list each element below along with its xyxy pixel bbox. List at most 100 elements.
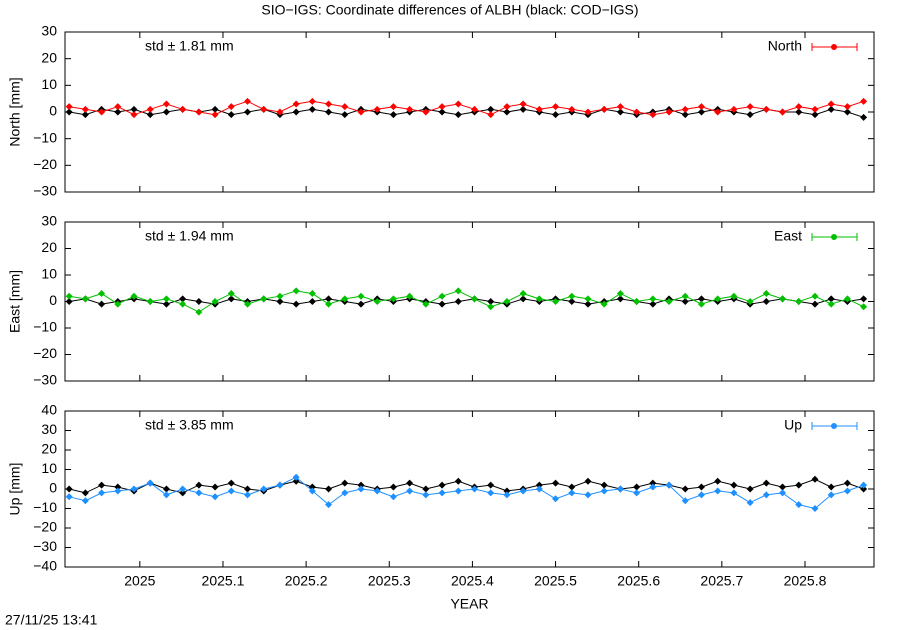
- point: [697, 295, 705, 303]
- point: [244, 300, 252, 308]
- point: [292, 300, 300, 308]
- point: [568, 483, 576, 491]
- point: [552, 495, 560, 503]
- point: [292, 108, 300, 116]
- point: [649, 295, 657, 303]
- point: [811, 111, 819, 119]
- y-tick-label: 0: [49, 480, 57, 496]
- point: [746, 485, 754, 493]
- point: [795, 298, 803, 305]
- point: [746, 103, 754, 111]
- point: [325, 100, 333, 108]
- timestamp: 27/11/25 13:41: [5, 612, 98, 628]
- point: [98, 300, 106, 308]
- plot-frame: [64, 31, 875, 193]
- series-line: [69, 476, 864, 510]
- point: [98, 489, 106, 497]
- point: [244, 108, 252, 116]
- point: [633, 298, 641, 305]
- point: [665, 298, 673, 305]
- point: [341, 479, 349, 487]
- point: [195, 298, 203, 305]
- point: [81, 497, 89, 505]
- point: [357, 292, 365, 300]
- point: [762, 491, 770, 499]
- point: [762, 479, 770, 487]
- point: [325, 295, 333, 303]
- point: [616, 295, 624, 303]
- y-tick-label: −20: [33, 156, 57, 172]
- point: [195, 489, 203, 497]
- point: [584, 108, 592, 116]
- y-tick-label: 20: [41, 239, 57, 255]
- point: [292, 477, 300, 485]
- point: [65, 493, 73, 501]
- point: [341, 103, 349, 111]
- point: [535, 295, 543, 303]
- point: [584, 491, 592, 499]
- point: [649, 483, 657, 491]
- point: [843, 108, 851, 116]
- point: [697, 491, 705, 499]
- point: [730, 481, 738, 489]
- x-tick-label: 2025.6: [617, 573, 660, 589]
- point: [616, 108, 624, 116]
- point: [681, 298, 689, 305]
- point: [406, 487, 414, 495]
- point: [211, 298, 219, 305]
- point: [308, 298, 316, 305]
- point: [827, 491, 835, 499]
- point: [681, 485, 689, 493]
- point: [308, 97, 316, 105]
- point: [519, 105, 527, 113]
- point: [438, 489, 446, 497]
- point: [65, 103, 73, 111]
- point: [179, 295, 187, 303]
- point: [470, 485, 478, 493]
- point: [487, 298, 495, 305]
- point: [454, 100, 462, 108]
- point: [114, 108, 122, 116]
- point: [146, 105, 154, 113]
- point: [211, 105, 219, 113]
- point: [519, 295, 527, 303]
- point: [681, 105, 689, 113]
- point: [179, 485, 187, 493]
- point: [779, 295, 787, 303]
- point: [389, 103, 397, 111]
- point: [746, 111, 754, 119]
- point: [389, 483, 397, 491]
- point: [730, 489, 738, 497]
- point: [260, 105, 268, 113]
- point: [276, 108, 284, 116]
- point: [697, 103, 705, 111]
- point: [616, 485, 624, 493]
- point: [779, 108, 787, 116]
- point: [292, 287, 300, 295]
- x-tick-label: 2025.5: [534, 573, 577, 589]
- annotation: std ± 3.85 mm: [145, 417, 234, 433]
- point: [827, 100, 835, 108]
- point: [827, 483, 835, 491]
- y-axis-label: East [mm]: [7, 270, 23, 333]
- point: [568, 489, 576, 497]
- point: [827, 300, 835, 308]
- legend-symbol: [831, 423, 837, 429]
- legend-label: Up: [784, 417, 802, 433]
- point: [681, 111, 689, 119]
- point: [843, 479, 851, 487]
- point: [552, 111, 560, 119]
- point: [98, 290, 106, 298]
- x-tick-label: 2025.8: [784, 573, 827, 589]
- x-tick-label: 2025.2: [285, 573, 328, 589]
- point: [487, 489, 495, 497]
- y-tick-label: 0: [49, 292, 57, 308]
- point: [697, 483, 705, 491]
- point: [341, 489, 349, 497]
- point: [860, 485, 868, 493]
- point: [211, 111, 219, 119]
- point: [616, 103, 624, 111]
- point: [341, 111, 349, 119]
- point: [811, 105, 819, 113]
